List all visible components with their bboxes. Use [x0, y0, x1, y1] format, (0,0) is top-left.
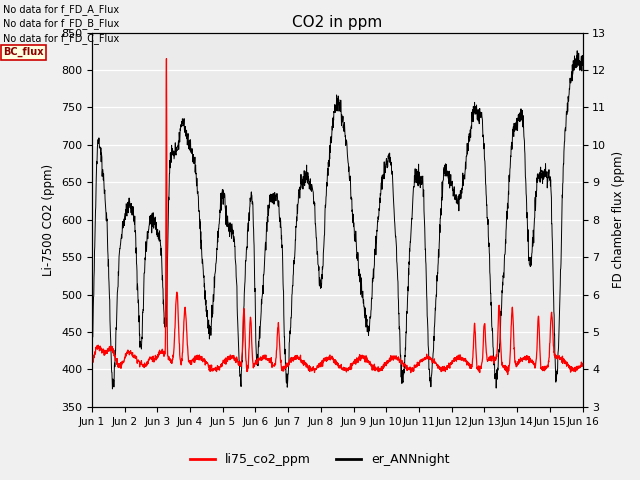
- Title: CO2 in ppm: CO2 in ppm: [292, 15, 382, 30]
- Text: BC_flux: BC_flux: [3, 47, 44, 58]
- Y-axis label: Li-7500 CO2 (ppm): Li-7500 CO2 (ppm): [42, 164, 56, 276]
- Text: No data for f_FD_A_Flux: No data for f_FD_A_Flux: [3, 4, 119, 15]
- Y-axis label: FD chamber flux (ppm): FD chamber flux (ppm): [612, 151, 625, 288]
- Legend: li75_co2_ppm, er_ANNnight: li75_co2_ppm, er_ANNnight: [186, 448, 454, 471]
- Text: No data for f_FD_C_Flux: No data for f_FD_C_Flux: [3, 33, 120, 44]
- Text: No data for f_FD_B_Flux: No data for f_FD_B_Flux: [3, 18, 120, 29]
